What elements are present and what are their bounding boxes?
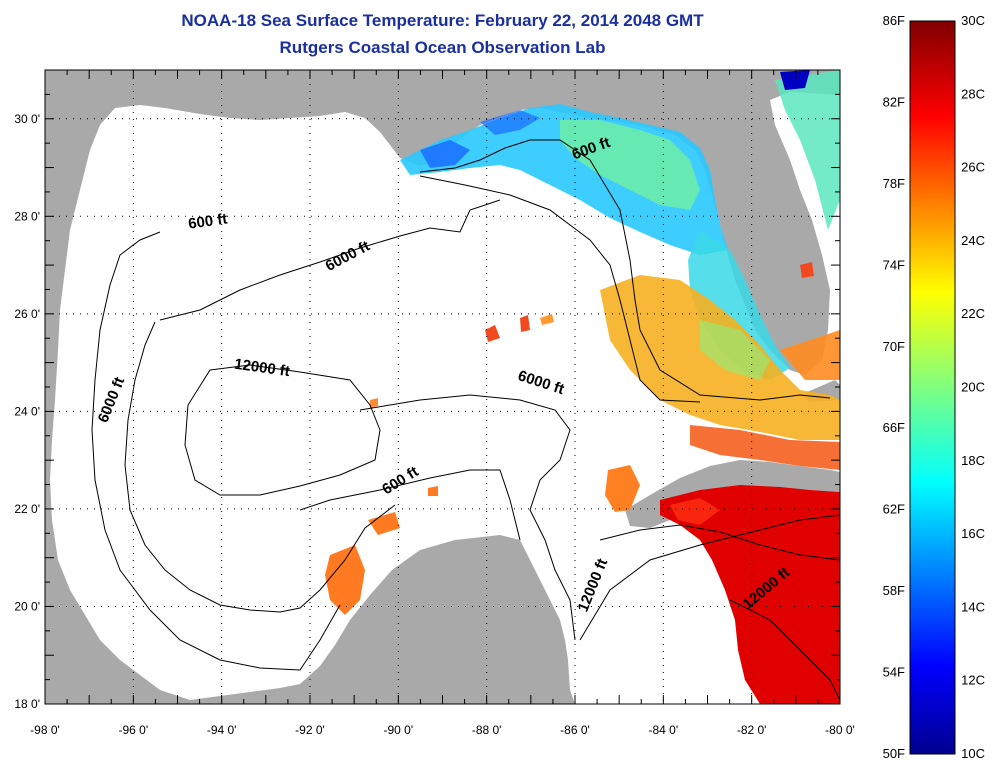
contour-6000ft-south [359, 394, 576, 641]
colorbar-c-label: 24C [961, 233, 985, 248]
colorbar-f-label: 54F [883, 665, 905, 680]
colorbar-f-label: 82F [883, 94, 905, 109]
lat-tick-label: 28 0' [14, 209, 40, 223]
lat-tick-label: 30 0' [14, 112, 40, 126]
colorbar-c-label: 26C [961, 160, 985, 175]
colorbar-c-label: 28C [961, 86, 985, 101]
land-us-mexico [45, 70, 840, 704]
contour-12000ft-straits [579, 514, 840, 641]
colorbar-c-label: 10C [961, 746, 985, 761]
lat-tick-label: 20 0' [14, 599, 40, 613]
colorbar-c-label: 14C [961, 599, 985, 614]
colorbar-c-label: 22C [961, 306, 985, 321]
colorbar-c-label: 16C [961, 526, 985, 541]
contour-cuba-south [599, 524, 840, 561]
lon-tick-label: -94 0' [207, 723, 237, 737]
lon-tick-label: -86 0' [560, 723, 590, 737]
contour-label: 600 ft [187, 210, 228, 232]
grid-lines [45, 70, 840, 704]
colorbar-c-label: 12C [961, 673, 985, 688]
lon-tick-label: -92 0' [295, 723, 325, 737]
colorbar-f-label: 70F [883, 339, 905, 354]
contour-caribbean [729, 599, 840, 701]
contour-6000ft [419, 175, 701, 403]
contour-6000ft-upper [159, 199, 501, 321]
colorbar-labels: 86F 82F 78F 74F 70F 66F 62F 58F 54F 50F 30C 28C 26C 2… [883, 13, 985, 761]
colorbar-f-label: 58F [883, 583, 905, 598]
colorbar-f-label: 62F [883, 502, 905, 517]
lon-tick-label: -84 0' [649, 723, 679, 737]
lon-tick-label: -98 0' [30, 723, 60, 737]
lon-tick-label: -96 0' [119, 723, 149, 737]
contour-6000ft-west [124, 321, 396, 613]
lat-tick-label: 24 0' [14, 404, 40, 418]
contour-600ft-west [91, 231, 341, 671]
contour-600ft-yucatan [299, 469, 521, 541]
lon-tick-label: -82 0' [737, 723, 767, 737]
title-line-1: NOAA-18 Sea Surface Temperature: Februar… [181, 11, 704, 30]
colorbar-f-label: 66F [883, 420, 905, 435]
contour-600ft [419, 139, 831, 401]
lat-tick-label: 22 0' [14, 502, 40, 516]
title-line-2: Rutgers Coastal Ocean Observation Lab [279, 38, 606, 57]
colorbar-f-label: 50F [883, 746, 905, 761]
lon-tick-label: -80 0' [825, 723, 855, 737]
lat-tick-label: 18 0' [14, 697, 40, 711]
colorbar-c-label: 30C [961, 13, 985, 28]
colorbar-f-label: 74F [883, 257, 905, 272]
colorbar-f-label: 86F [883, 13, 905, 28]
axis-ticks: -98 0' -96 0' -94 0' -92 0' -90 0' -88 0' -86 … [14, 69, 855, 737]
colorbar-c-label: 20C [961, 380, 985, 395]
colorbar-f-label: 78F [883, 176, 905, 191]
contour-12000ft [184, 364, 381, 496]
colorbar [909, 20, 956, 755]
lat-tick-label: 26 0' [14, 307, 40, 321]
colorbar-c-label: 18C [961, 453, 985, 468]
lon-tick-label: -88 0' [472, 723, 502, 737]
sst-patches [325, 70, 840, 704]
lon-tick-label: -90 0' [384, 723, 414, 737]
bathymetry-contours [91, 139, 840, 701]
